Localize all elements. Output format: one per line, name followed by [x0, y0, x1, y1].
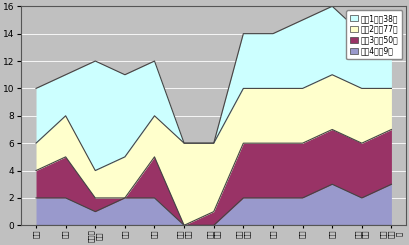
Legend: 症例1　（38）, 症例2　（77）, 症例3　（50）, 症例4　（9）: 症例1 （38）, 症例2 （77）, 症例3 （50）, 症例4 （9） — [346, 10, 402, 60]
